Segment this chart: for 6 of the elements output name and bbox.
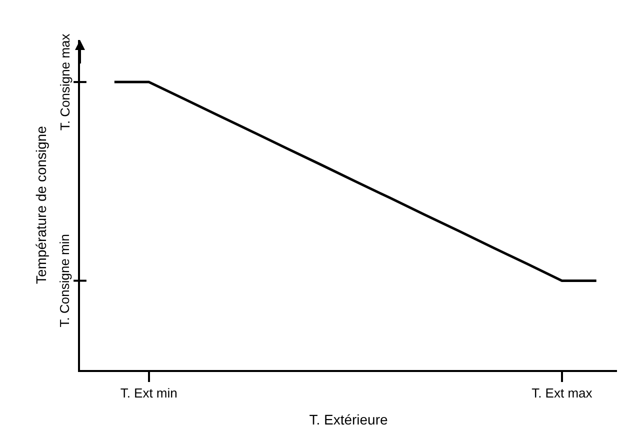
x-tick-label: T. Ext min: [120, 386, 178, 401]
x-tick-label: T. Ext max: [532, 386, 593, 401]
text: T. Consigne max: [57, 33, 72, 131]
text: T. Consigne min: [56, 234, 72, 328]
x-axis-title: T. Extérieure: [309, 411, 388, 428]
y-axis-title: Température de consigne: [33, 126, 50, 284]
